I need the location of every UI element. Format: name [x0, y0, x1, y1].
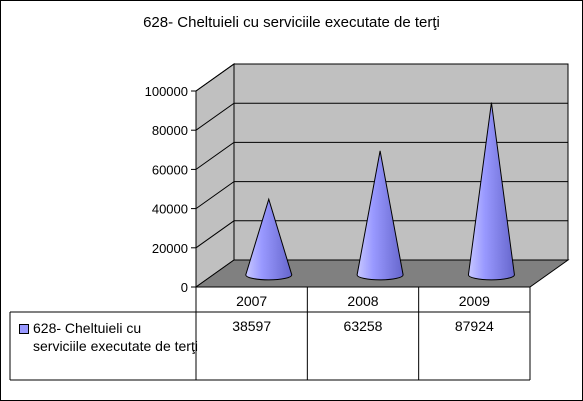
gridline [195, 220, 568, 249]
cone-2008 [356, 150, 404, 281]
y-tick-label: 20000 [152, 241, 188, 256]
y-tick-label: 100000 [145, 84, 188, 99]
category-label: 2007 [236, 293, 267, 309]
y-tick-label: 80000 [152, 123, 188, 138]
gridline [195, 181, 568, 210]
side-wall [195, 63, 235, 288]
chart-title: 628- Cheltuieli cu serviciile executate … [143, 14, 440, 31]
value-label: 63258 [344, 318, 383, 334]
legend-key [19, 324, 29, 334]
gridline [195, 102, 568, 131]
value-label: 87924 [455, 318, 494, 334]
legend-label: 628- Cheltuieli cu serviciile executate … [33, 320, 198, 354]
category-label: 2009 [459, 293, 490, 309]
cone-2009 [467, 102, 515, 281]
category-label: 2008 [347, 293, 378, 309]
back-wall [233, 63, 569, 261]
gridline [195, 141, 568, 170]
y-tick-label: 0 [181, 280, 188, 295]
y-tick-label: 60000 [152, 162, 188, 177]
gridline [195, 63, 568, 92]
value-label: 38597 [232, 318, 271, 334]
y-tick-label: 40000 [152, 202, 188, 217]
cone-2007 [245, 197, 293, 281]
